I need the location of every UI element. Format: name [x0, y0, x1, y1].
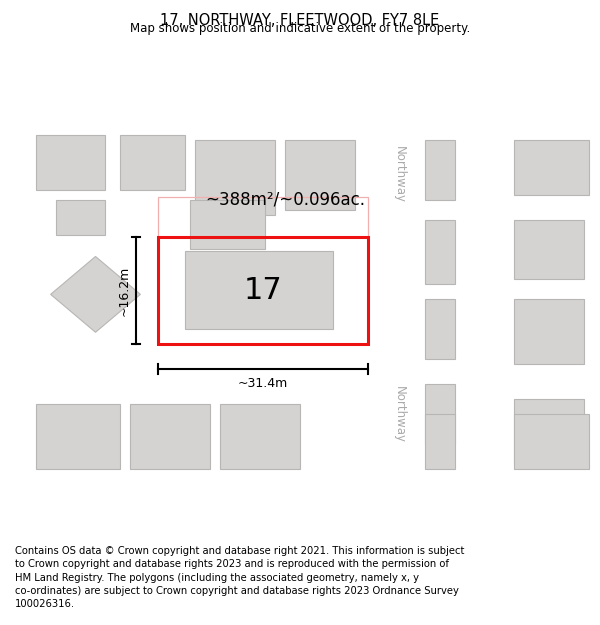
- Polygon shape: [50, 256, 140, 332]
- Bar: [425, 384, 455, 444]
- Bar: [514, 140, 589, 194]
- Bar: [31, 339, 375, 374]
- Bar: [158, 236, 368, 344]
- Bar: [460, 45, 514, 544]
- Bar: [514, 219, 584, 279]
- Bar: [35, 404, 121, 469]
- Bar: [1, 45, 599, 130]
- Bar: [35, 135, 106, 189]
- Text: Northway: Northway: [393, 386, 406, 442]
- Bar: [1, 479, 599, 544]
- Bar: [220, 404, 300, 469]
- Bar: [158, 197, 368, 236]
- Text: 17: 17: [244, 276, 283, 305]
- Text: 17, NORTHWAY, FLEETWOOD, FY7 8LE: 17, NORTHWAY, FLEETWOOD, FY7 8LE: [160, 12, 440, 28]
- Bar: [56, 199, 106, 234]
- Bar: [121, 135, 185, 189]
- Bar: [1, 45, 31, 544]
- Bar: [370, 45, 425, 544]
- Bar: [190, 259, 275, 324]
- Bar: [130, 404, 210, 469]
- Text: Map shows position and indicative extent of the property.: Map shows position and indicative extent…: [130, 22, 470, 35]
- Bar: [190, 199, 265, 249]
- Bar: [425, 140, 455, 199]
- Text: ~16.2m: ~16.2m: [118, 265, 130, 316]
- Text: Northway: Northway: [393, 146, 406, 203]
- Text: ~31.4m: ~31.4m: [238, 377, 288, 390]
- Bar: [195, 140, 275, 214]
- Bar: [285, 140, 355, 209]
- Bar: [514, 414, 589, 469]
- Bar: [425, 414, 455, 469]
- Bar: [514, 299, 584, 364]
- Bar: [185, 251, 333, 329]
- Bar: [425, 219, 455, 284]
- Bar: [31, 197, 375, 234]
- Text: Contains OS data © Crown copyright and database right 2021. This information is : Contains OS data © Crown copyright and d…: [15, 546, 464, 609]
- Bar: [158, 236, 368, 344]
- Bar: [514, 399, 584, 464]
- Bar: [425, 299, 455, 359]
- Text: ~388m²/~0.096ac.: ~388m²/~0.096ac.: [205, 191, 365, 209]
